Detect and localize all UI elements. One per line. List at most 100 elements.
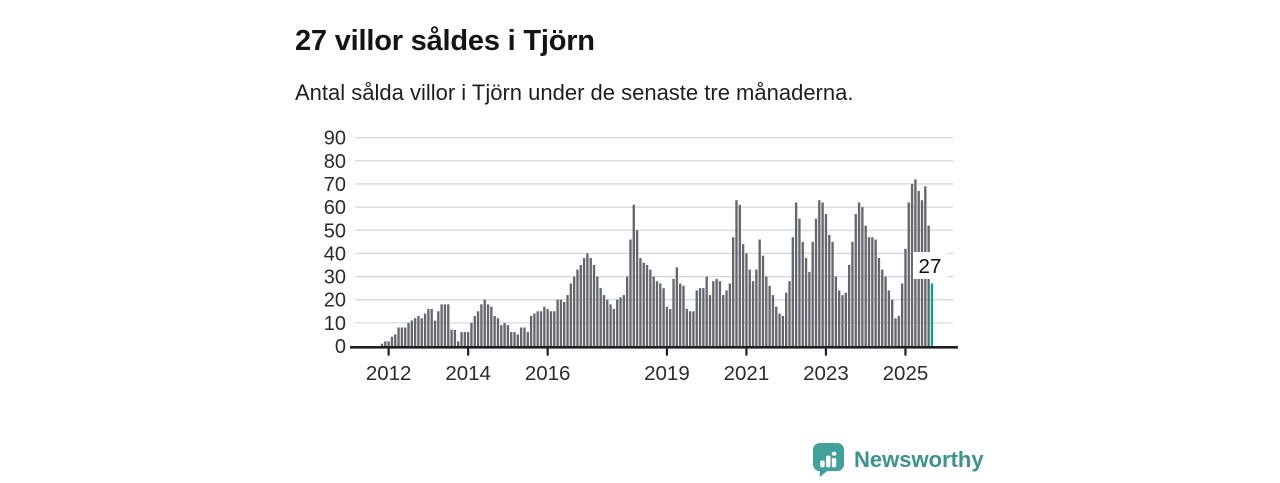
bar — [413, 318, 417, 346]
bar — [659, 283, 662, 346]
bar — [473, 315, 476, 346]
bar — [427, 308, 430, 346]
bar — [602, 295, 606, 346]
bar — [622, 295, 626, 346]
bar — [480, 304, 483, 346]
bar — [450, 329, 453, 346]
bar — [712, 281, 715, 346]
bar — [632, 204, 635, 346]
x-axis-label: 2023 — [803, 362, 849, 385]
bar — [781, 315, 785, 346]
y-axis-label: 90 — [324, 128, 346, 150]
y-axis-label: 10 — [324, 313, 346, 335]
bar — [609, 304, 612, 346]
bar — [619, 297, 622, 346]
bar — [688, 311, 692, 346]
bar — [841, 295, 844, 346]
bar — [556, 299, 559, 346]
bar — [785, 292, 788, 346]
bar — [394, 334, 397, 346]
bar — [751, 281, 755, 346]
bar — [539, 311, 543, 346]
bar — [523, 327, 526, 346]
bar — [798, 218, 801, 346]
bar — [553, 311, 556, 346]
bar — [735, 200, 738, 346]
bar — [794, 202, 798, 346]
bar — [768, 285, 771, 346]
bar — [649, 269, 652, 346]
bar — [642, 262, 645, 346]
bar — [910, 183, 914, 346]
y-axis-label: 80 — [324, 151, 346, 173]
bar — [500, 325, 503, 346]
bar — [748, 269, 751, 346]
chart-subtitle: Antal sålda villor i Tjörn under de sena… — [295, 80, 854, 105]
bar — [831, 241, 834, 346]
bar — [407, 322, 410, 346]
bar — [801, 241, 804, 346]
highlight-label-box — [912, 252, 947, 279]
bar — [490, 306, 493, 346]
bar — [629, 239, 632, 346]
bar — [380, 343, 384, 346]
bar — [778, 313, 781, 346]
bar — [692, 311, 695, 346]
bar — [897, 315, 901, 346]
bar — [755, 269, 758, 346]
bar — [682, 285, 685, 346]
bar — [486, 304, 490, 346]
bar — [652, 276, 655, 346]
bar — [900, 283, 904, 346]
bar — [453, 329, 457, 346]
bar — [496, 318, 500, 346]
bar — [804, 258, 808, 346]
bar — [745, 253, 748, 346]
bar — [678, 283, 682, 346]
bar — [695, 290, 698, 346]
bar — [844, 292, 847, 346]
bar — [470, 322, 473, 346]
bar — [702, 288, 705, 346]
bar — [675, 267, 679, 346]
bar — [430, 308, 433, 346]
bar — [529, 315, 533, 346]
bar — [516, 334, 520, 346]
x-axis-line — [350, 346, 958, 349]
bar — [586, 253, 589, 346]
bar — [400, 327, 404, 346]
bar — [596, 276, 599, 346]
bar — [907, 202, 910, 346]
bar — [579, 264, 582, 346]
bar — [894, 318, 897, 346]
bar — [559, 299, 563, 346]
bar-chart-speech-bubble-icon — [812, 442, 845, 478]
brand-logo-lockup: Newsworthy — [812, 442, 984, 478]
bar — [635, 230, 639, 346]
bar — [476, 311, 480, 346]
x-axis-tick — [467, 348, 470, 356]
bar — [722, 295, 725, 346]
bar — [669, 308, 672, 346]
bar — [423, 313, 427, 346]
bar — [708, 295, 712, 346]
bar — [582, 258, 586, 346]
bar — [655, 281, 659, 346]
bar — [854, 214, 857, 346]
bar — [884, 276, 887, 346]
y-axis-label: 70 — [324, 174, 346, 196]
brand-name: Newsworthy — [854, 447, 984, 472]
bar — [814, 218, 818, 346]
bar — [904, 248, 907, 346]
bar — [645, 264, 649, 346]
bar — [808, 271, 811, 346]
x-axis-label: 2016 — [525, 362, 571, 385]
bar — [447, 304, 450, 346]
bar — [927, 225, 930, 346]
y-axis-label: 20 — [324, 290, 346, 312]
bar — [871, 237, 874, 346]
bar — [874, 239, 877, 346]
bar — [390, 336, 394, 346]
